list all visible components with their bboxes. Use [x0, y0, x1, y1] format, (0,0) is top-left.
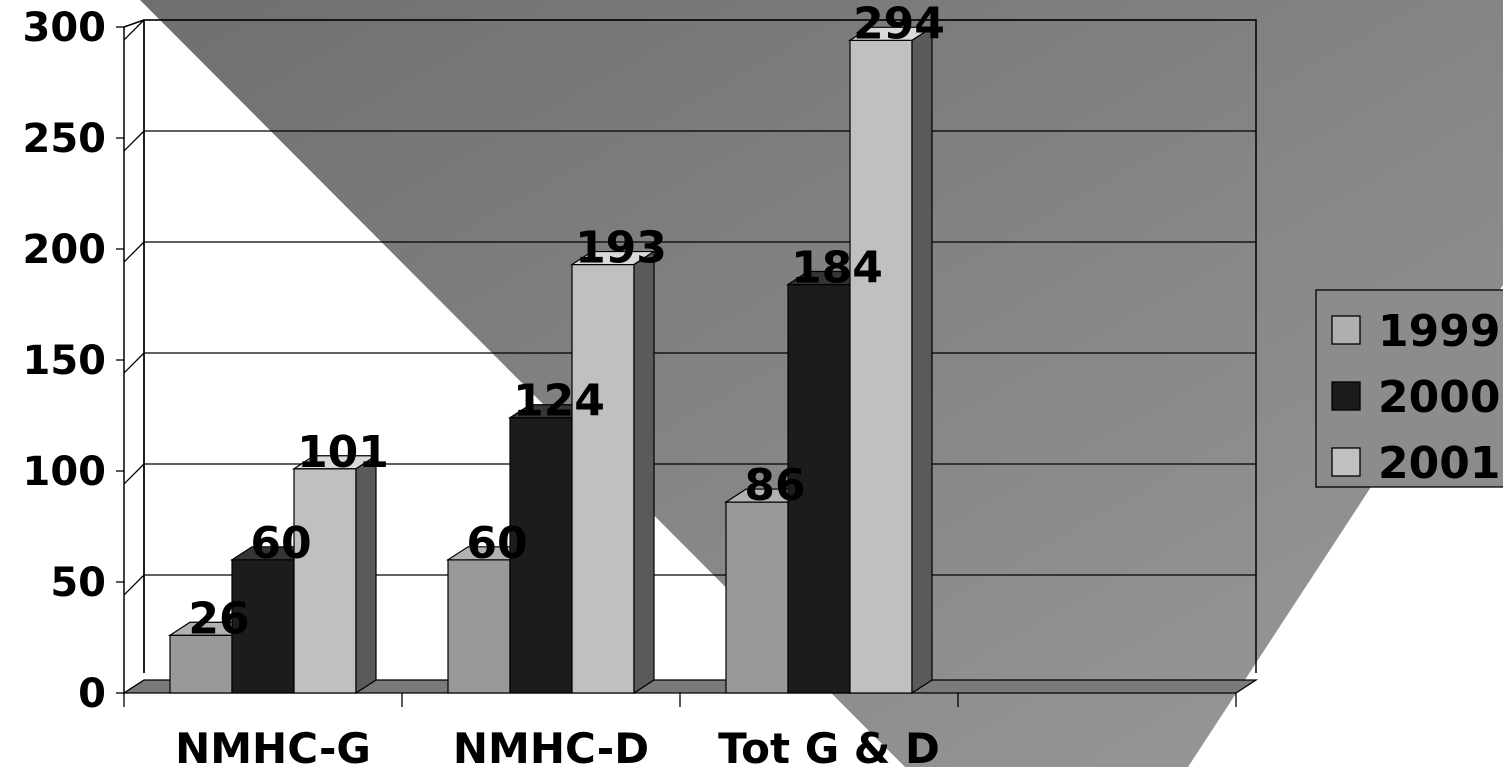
legend-swatch: [1331, 381, 1361, 411]
y-tick-label: 50: [50, 560, 106, 606]
x-axis-category-labels: NMHC-G NMHC-D Tot G & D: [175, 724, 940, 767]
x-category-label: NMHC-D: [453, 724, 649, 767]
bar-front: [571, 263, 635, 694]
data-label: 86: [744, 460, 805, 511]
gridline-side: [123, 130, 145, 152]
data-label: 184: [791, 243, 883, 294]
y-tick-label: 150: [23, 338, 107, 384]
y-tick-label: 0: [78, 671, 106, 717]
left-wall-top-edge: [123, 19, 145, 28]
y-tick-label: 100: [23, 449, 107, 495]
bar-front: [787, 283, 851, 694]
y-tick-label: 200: [23, 227, 107, 273]
x-category-label: NMHC-G: [175, 724, 371, 767]
legend: 1999 2000 2001: [1315, 289, 1503, 489]
bar: [291, 454, 379, 695]
legend-swatch: [1331, 447, 1361, 477]
bar: [785, 270, 873, 694]
legend-label: 1999: [1378, 306, 1500, 357]
gridline-side: [123, 463, 145, 485]
legend-label: 2001: [1378, 438, 1500, 489]
bar-side: [911, 26, 933, 695]
data-label: 26: [188, 593, 249, 644]
data-label: 101: [297, 427, 389, 478]
y-tick-label: 250: [23, 116, 107, 162]
legend-swatch: [1331, 315, 1361, 345]
y-axis-tick-labels: 0 50 100 150 200 250 300: [23, 5, 107, 717]
bar: [229, 546, 317, 694]
bar-side: [355, 454, 377, 695]
axes: [116, 19, 1259, 707]
gridline-side: [123, 241, 145, 263]
bar-front: [293, 468, 357, 694]
gridline-side: [123, 574, 145, 596]
bar-front: [849, 39, 913, 694]
legend-label: 2000: [1378, 372, 1500, 423]
bar: [569, 250, 657, 695]
bar: [507, 404, 595, 694]
data-label: 60: [466, 518, 527, 569]
x-category-label: Tot G & D: [718, 724, 940, 767]
bar-front: [509, 417, 573, 694]
data-label: 124: [513, 376, 605, 427]
bar-front: [725, 501, 789, 694]
data-label: 294: [853, 0, 945, 49]
bars: [167, 26, 935, 695]
gridline-side: [123, 352, 145, 374]
gridline-side: [123, 19, 145, 41]
bar-side: [633, 250, 655, 695]
data-label: 193: [575, 223, 667, 274]
bar: [445, 546, 533, 694]
bar-front: [447, 559, 511, 694]
data-label: 60: [250, 518, 311, 569]
y-tick-label: 300: [23, 5, 107, 51]
bar: [847, 26, 935, 695]
